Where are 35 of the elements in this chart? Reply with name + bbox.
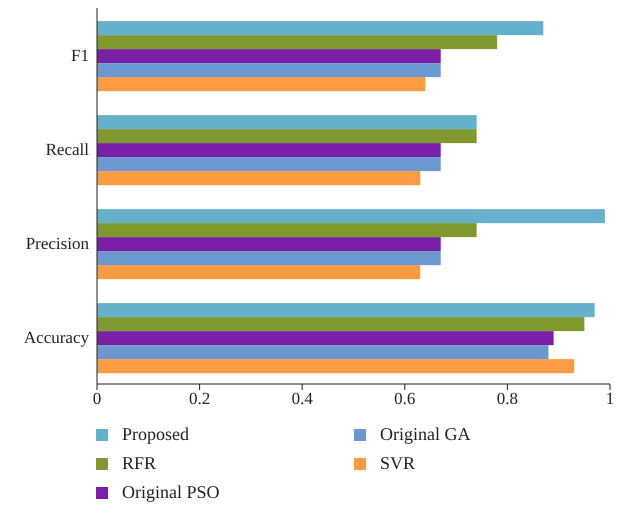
bar <box>97 21 544 36</box>
bar <box>97 265 420 280</box>
legend-label: RFR <box>122 453 156 474</box>
bar <box>97 49 441 64</box>
bar <box>97 359 574 374</box>
bar <box>97 303 595 318</box>
bar <box>97 345 548 360</box>
bar <box>97 317 584 332</box>
bar <box>97 77 426 92</box>
y-tick-label: Accuracy <box>24 328 90 348</box>
legend-label: Original PSO <box>122 482 220 503</box>
bar <box>97 171 420 186</box>
legend-label: SVR <box>380 453 416 474</box>
x-tick-label: 1 <box>606 389 614 408</box>
x-tick-label: 0 <box>92 389 102 408</box>
bar <box>97 115 477 130</box>
legend-label: Original GA <box>380 424 470 445</box>
x-tick-label: 0.2 <box>188 389 210 408</box>
x-tick-label: 0.4 <box>292 389 314 408</box>
x-tick-label: 0.8 <box>496 389 518 408</box>
bar <box>97 237 441 252</box>
y-tick-label: Precision <box>26 234 90 254</box>
bar <box>97 251 441 266</box>
bar <box>97 157 441 172</box>
bar <box>97 143 441 158</box>
bar <box>97 129 477 144</box>
x-tick-label: 0.6 <box>394 389 416 408</box>
bar <box>97 209 605 224</box>
bar <box>97 331 554 346</box>
y-tick-label: Recall <box>46 140 90 160</box>
bar <box>97 63 441 78</box>
bar <box>97 223 477 238</box>
legend-label: Proposed <box>122 424 189 445</box>
bar <box>97 35 498 50</box>
y-tick-label: F1 <box>71 46 89 66</box>
